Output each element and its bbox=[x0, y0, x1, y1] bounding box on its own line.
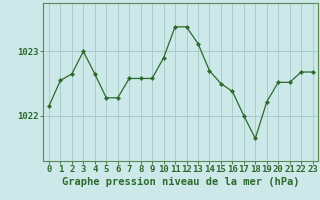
X-axis label: Graphe pression niveau de la mer (hPa): Graphe pression niveau de la mer (hPa) bbox=[62, 177, 300, 187]
